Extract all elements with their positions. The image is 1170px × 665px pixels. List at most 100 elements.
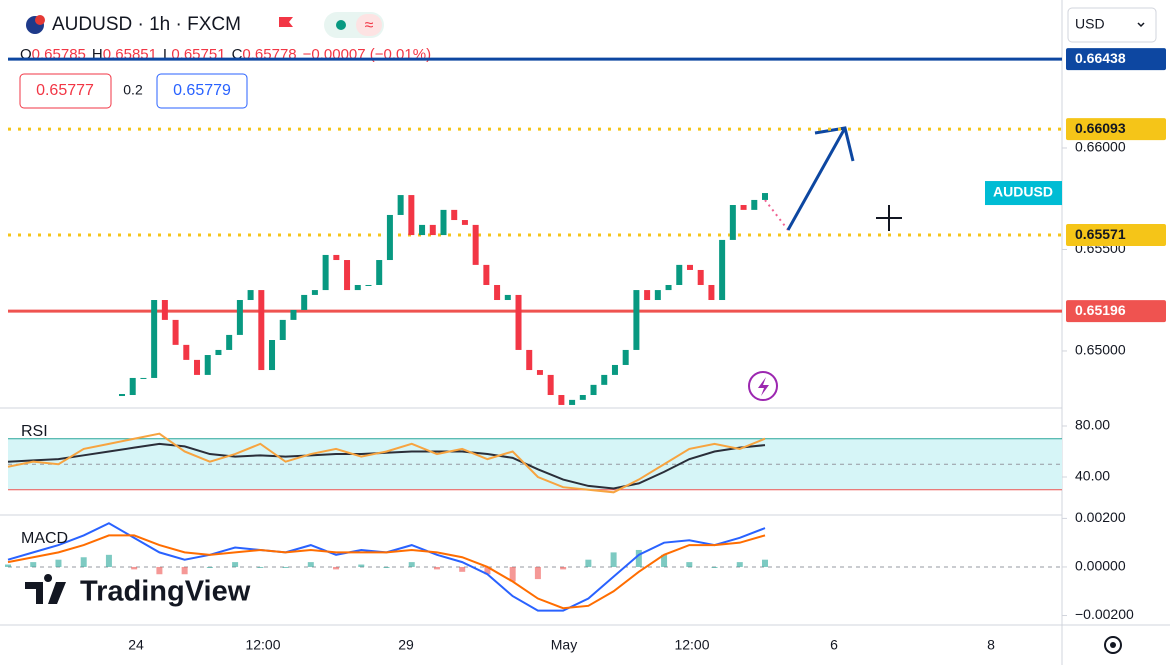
candle bbox=[151, 300, 158, 378]
buy-button[interactable] bbox=[156, 73, 248, 109]
histogram-bar bbox=[534, 566, 541, 580]
candle bbox=[740, 205, 747, 210]
histogram-bar bbox=[711, 566, 718, 568]
x-tick-label: 24 bbox=[128, 637, 144, 653]
histogram-bar bbox=[661, 554, 668, 567]
candle bbox=[504, 294, 511, 301]
histogram-bar bbox=[80, 557, 87, 567]
candle bbox=[172, 319, 179, 345]
ask-price[interactable]: 0.65779 bbox=[173, 82, 231, 99]
level-badge bbox=[1066, 118, 1166, 141]
candle bbox=[279, 319, 286, 340]
ohlc-label: C bbox=[232, 46, 243, 63]
ohlc-label: O bbox=[20, 46, 32, 63]
candle bbox=[376, 260, 383, 285]
candle bbox=[429, 224, 436, 236]
candle bbox=[440, 209, 447, 236]
candle bbox=[515, 294, 522, 350]
candle bbox=[633, 290, 640, 350]
y-tick-label: 0.00200 bbox=[1075, 509, 1126, 525]
candle bbox=[622, 349, 629, 365]
candle bbox=[579, 395, 586, 400]
ohlc-label: L bbox=[163, 46, 171, 63]
histogram-bar bbox=[408, 562, 415, 567]
histogram-bar bbox=[55, 559, 62, 567]
candle bbox=[569, 399, 576, 405]
histogram-bar bbox=[610, 552, 617, 567]
histogram-bar bbox=[433, 566, 440, 570]
symbol-title[interactable]: AUDUSD · 1h · FXCM bbox=[52, 14, 241, 35]
x-tick-label: 12:00 bbox=[674, 637, 709, 653]
histogram-bar bbox=[282, 566, 289, 568]
candle bbox=[536, 370, 543, 375]
bid-price[interactable]: 0.65777 bbox=[36, 82, 94, 99]
y-tick-label: 40.00 bbox=[1075, 468, 1110, 484]
settings-icon[interactable] bbox=[1104, 636, 1122, 654]
candle bbox=[119, 394, 125, 397]
histogram-bar bbox=[307, 562, 314, 567]
currency-select[interactable] bbox=[1067, 7, 1157, 43]
candle bbox=[161, 300, 168, 320]
pane-title: RSI bbox=[21, 423, 48, 440]
x-tick-label: 12:00 bbox=[245, 637, 280, 653]
candle bbox=[333, 254, 340, 261]
candle bbox=[397, 195, 404, 215]
histogram-bar bbox=[156, 566, 163, 575]
histogram-bar bbox=[358, 564, 365, 567]
x-tick-label: 29 bbox=[398, 637, 414, 653]
histogram-bar bbox=[333, 566, 340, 570]
candle bbox=[483, 264, 490, 285]
candle bbox=[654, 290, 661, 301]
status-pill bbox=[356, 14, 382, 36]
market-open-dot bbox=[336, 20, 346, 30]
histogram-bar bbox=[484, 566, 491, 575]
candle bbox=[194, 359, 201, 375]
histogram-bar bbox=[459, 566, 466, 572]
level-badge bbox=[1066, 300, 1166, 323]
candle bbox=[365, 284, 372, 286]
candle bbox=[269, 340, 276, 371]
candle bbox=[547, 374, 554, 396]
candle bbox=[601, 374, 608, 385]
y-tick-label: 0.00000 bbox=[1075, 558, 1126, 574]
macd-line bbox=[7, 534, 766, 610]
y-tick-label: 80.00 bbox=[1075, 417, 1110, 433]
histogram-bar bbox=[206, 566, 213, 568]
histogram-bar bbox=[635, 549, 642, 567]
event-icon bbox=[758, 377, 769, 396]
candle bbox=[461, 220, 468, 225]
currency[interactable]: USD bbox=[1075, 16, 1105, 32]
symbol-label: AUDUSD bbox=[993, 184, 1053, 200]
y-tick-label: 0.66000 bbox=[1075, 139, 1126, 155]
candle bbox=[354, 284, 361, 291]
candle bbox=[762, 193, 768, 200]
candle bbox=[558, 395, 565, 405]
y-tick-label: −0.00200 bbox=[1075, 606, 1134, 622]
rsi-line bbox=[7, 442, 766, 490]
candle bbox=[751, 199, 758, 210]
arrow-annotation bbox=[786, 126, 855, 231]
histogram-bar bbox=[560, 566, 567, 570]
candle bbox=[183, 344, 190, 360]
status-icon: ≈ bbox=[365, 17, 374, 34]
rsi-band bbox=[8, 438, 1062, 490]
x-tick-label: 8 bbox=[987, 637, 995, 653]
candle bbox=[665, 284, 672, 291]
level-label: 0.65571 bbox=[1075, 226, 1126, 242]
candle bbox=[290, 309, 297, 320]
flag-icon bbox=[35, 15, 45, 25]
level-badge bbox=[1066, 48, 1166, 71]
candle bbox=[408, 195, 415, 236]
histogram-bar bbox=[585, 559, 592, 567]
candle bbox=[451, 209, 458, 221]
projection-line bbox=[764, 199, 789, 231]
x-tick-label: May bbox=[551, 637, 577, 653]
histogram-bar bbox=[131, 566, 138, 570]
flag-marker[interactable] bbox=[279, 17, 293, 27]
logo[interactable]: TradingView bbox=[80, 576, 251, 608]
histogram-bar bbox=[30, 562, 37, 567]
candle bbox=[129, 377, 136, 396]
sell-button[interactable] bbox=[19, 73, 112, 109]
candle bbox=[204, 355, 211, 375]
